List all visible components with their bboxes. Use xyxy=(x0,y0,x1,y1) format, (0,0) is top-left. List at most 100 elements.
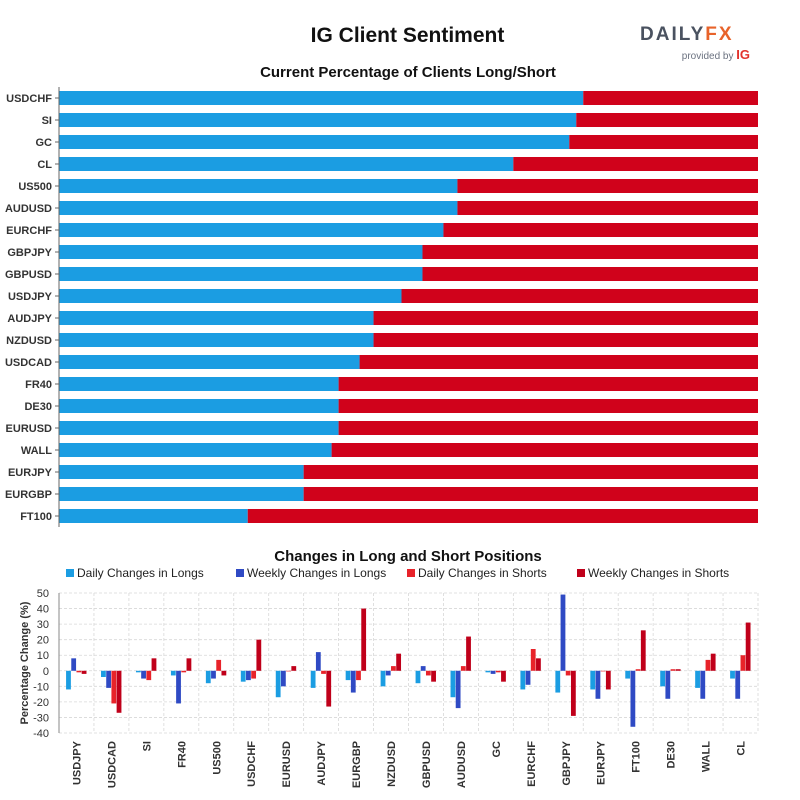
bar-weekly-changes-in-shorts-ft100 xyxy=(640,630,646,671)
y-tick-label: 0 xyxy=(43,666,49,678)
bar-weekly-changes-in-longs-si xyxy=(141,670,146,679)
bar-weekly-changes-in-shorts-eurusd xyxy=(291,666,297,671)
short-bar-us500 xyxy=(457,179,758,193)
bar-daily-changes-in-shorts-usdchf xyxy=(251,670,257,679)
bar-daily-changes-in-shorts-si xyxy=(146,670,152,681)
y-tick-label: -10 xyxy=(33,681,49,693)
changes-chart: Changes in Long and Short Positions -40 -3… xyxy=(19,548,759,788)
long-bar-ft100 xyxy=(59,509,248,523)
logo-daily-text: DAILY xyxy=(640,24,706,45)
long-bar-eurjpy xyxy=(59,465,304,479)
long-bar-cl xyxy=(59,157,514,171)
x-tick-label: US500 xyxy=(211,741,223,775)
logo-fx-text: FX xyxy=(705,24,734,45)
x-tick-label: AUDUSD xyxy=(456,741,468,788)
bar-weekly-changes-in-longs-fr40 xyxy=(176,670,181,704)
category-label: EURJPY xyxy=(8,467,53,479)
logo-sub-text: provided by xyxy=(681,51,734,62)
x-tick-label: EURJPY xyxy=(596,740,608,785)
bar-weekly-changes-in-shorts-audusd xyxy=(466,636,471,671)
long-bar-gc xyxy=(59,135,570,149)
category-label: CL xyxy=(37,159,52,171)
short-bar-audusd xyxy=(457,201,758,215)
bar-daily-changes-in-shorts-nzdusd xyxy=(391,666,396,671)
bar-weekly-changes-in-longs-gbpusd xyxy=(420,666,426,671)
category-label: DE30 xyxy=(24,401,52,413)
logo-wordmark: DAILYFX xyxy=(640,24,750,46)
bar-weekly-changes-in-shorts-gbpjpy xyxy=(570,670,576,716)
short-bar-de30 xyxy=(338,399,758,413)
x-tick-label: DE30 xyxy=(666,741,678,769)
x-tick-label: EURUSD xyxy=(281,741,293,788)
bar-daily-changes-in-longs-us500 xyxy=(205,670,211,684)
y-tick-label: 20 xyxy=(37,635,49,647)
short-bar-eurgbp xyxy=(303,487,758,501)
long-bar-gbpjpy xyxy=(59,245,423,259)
long-bar-si xyxy=(59,113,577,127)
page-title: IG Client Sentiment xyxy=(310,24,505,47)
category-label: EURUSD xyxy=(6,423,53,435)
short-bar-audjpy xyxy=(373,311,758,325)
bar-daily-changes-in-shorts-ft100 xyxy=(635,669,641,671)
bar-daily-changes-in-longs-de30 xyxy=(660,670,666,687)
short-bar-eurjpy xyxy=(303,465,758,479)
bar-weekly-changes-in-longs-usdcad xyxy=(106,670,112,688)
legend-item-daily-changes-in-longs: Daily Changes in Longs xyxy=(66,566,204,580)
bar-weekly-changes-in-shorts-eurgbp xyxy=(361,608,367,671)
bar-daily-changes-in-longs-gbpjpy xyxy=(555,670,561,693)
legend-swatch xyxy=(577,569,585,577)
category-label: US500 xyxy=(18,181,52,193)
x-tick-label: USDCAD xyxy=(106,741,118,788)
dailyfx-logo: DAILYFX provided by IG xyxy=(640,24,750,62)
bar-daily-changes-in-shorts-fr40 xyxy=(181,670,187,673)
bar-daily-changes-in-shorts-eurjpy xyxy=(600,670,606,672)
bar-weekly-changes-in-shorts-wall xyxy=(710,653,716,671)
legend-swatch xyxy=(236,569,244,577)
category-label: GBPJPY xyxy=(7,247,52,259)
bar-daily-changes-in-longs-eurusd xyxy=(275,670,281,698)
bar-daily-changes-in-longs-si xyxy=(135,670,141,673)
y-tick-label: 10 xyxy=(37,650,49,662)
bar-daily-changes-in-longs-usdcad xyxy=(101,670,106,677)
y-tick-label: 50 xyxy=(37,588,49,600)
bar-weekly-changes-in-longs-gbpjpy xyxy=(560,594,566,671)
sentiment-chart: Current Percentage of Clients Long/Short… xyxy=(5,64,759,527)
bar-daily-changes-in-shorts-de30 xyxy=(670,669,676,671)
long-bar-eurgbp xyxy=(59,487,304,501)
bar-weekly-changes-in-longs-ft100 xyxy=(630,670,636,727)
legend-label: Daily Changes in Shorts xyxy=(418,566,547,580)
long-bar-wall xyxy=(59,443,332,457)
bar-daily-changes-in-longs-usdjpy xyxy=(66,670,71,690)
category-label: WALL xyxy=(21,445,52,457)
x-tick-label: SI xyxy=(141,741,153,751)
category-label: AUDUSD xyxy=(5,203,52,215)
long-bar-usdcad xyxy=(59,355,360,369)
long-bar-us500 xyxy=(59,179,458,193)
bar-weekly-changes-in-longs-audjpy xyxy=(315,652,321,671)
x-tick-label: EURGBP xyxy=(351,741,363,788)
y-axis-title: Percentage Change (%) xyxy=(19,601,31,724)
bar-daily-changes-in-longs-audusd xyxy=(450,670,456,698)
legend-swatch xyxy=(66,569,74,577)
short-bar-gbpjpy xyxy=(422,245,758,259)
bar-weekly-changes-in-longs-eurgbp xyxy=(350,670,356,693)
ig-logo-text: IG xyxy=(736,47,750,62)
bar-daily-changes-in-shorts-gc xyxy=(495,670,501,673)
category-label: USDCHF xyxy=(6,93,52,105)
bar-weekly-changes-in-longs-usdjpy xyxy=(71,658,77,671)
bar-weekly-changes-in-shorts-gc xyxy=(501,670,506,682)
bar-weekly-changes-in-shorts-nzdusd xyxy=(396,653,402,671)
long-bar-fr40 xyxy=(59,377,339,391)
bar-weekly-changes-in-longs-nzdusd xyxy=(385,670,391,676)
x-tick-label: GBPUSD xyxy=(421,741,433,788)
y-tick-label: -20 xyxy=(33,697,49,709)
bar-weekly-changes-in-shorts-fr40 xyxy=(186,658,192,671)
category-label: EURGBP xyxy=(5,489,52,501)
short-bar-cl xyxy=(513,157,758,171)
long-bar-gbpusd xyxy=(59,267,423,281)
category-label: USDCAD xyxy=(5,357,52,369)
y-tick-label: 30 xyxy=(37,619,49,631)
bar-weekly-changes-in-longs-wall xyxy=(700,670,706,699)
x-tick-label: FT100 xyxy=(631,741,643,773)
category-label: USDJPY xyxy=(8,291,53,303)
